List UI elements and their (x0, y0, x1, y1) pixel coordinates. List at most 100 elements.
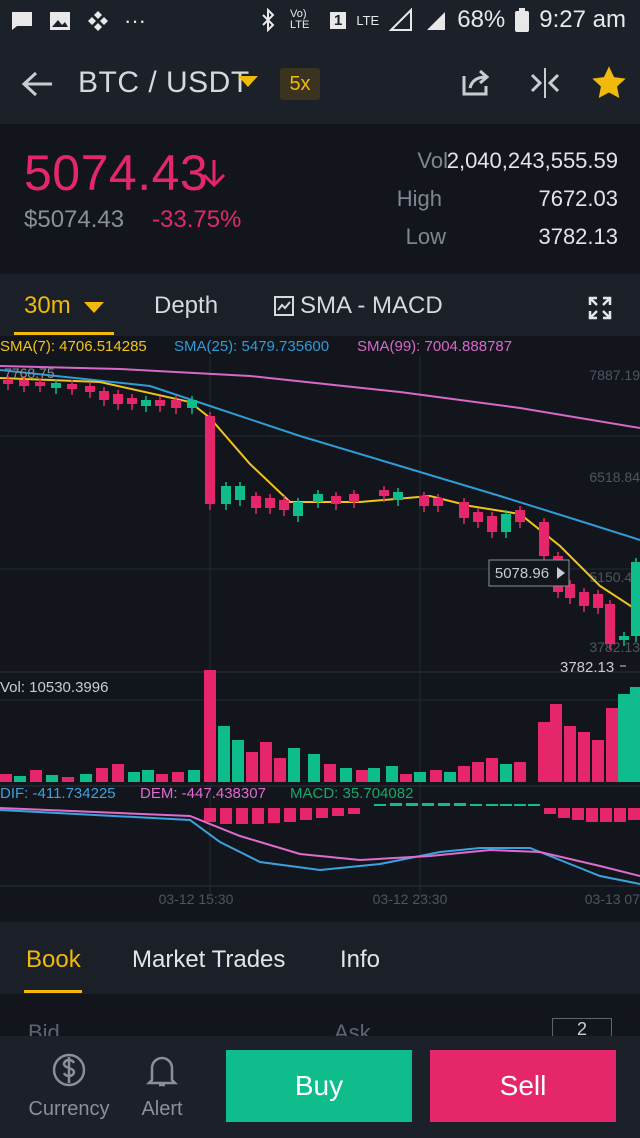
volume-bar (550, 704, 562, 782)
status-bar: ··· Vo) LTE 1 LTE 68% 9:27 am (0, 0, 640, 44)
currency-button[interactable]: Currency (24, 1050, 114, 1121)
tab-depth[interactable]: Depth (154, 292, 219, 319)
share-icon[interactable] (460, 66, 492, 98)
indicator-icon (274, 296, 294, 316)
alert-button[interactable]: Alert (132, 1050, 192, 1121)
dem-line (0, 807, 640, 877)
back-arrow-icon[interactable] (18, 64, 58, 104)
macd-bar (348, 808, 360, 814)
candle-body (265, 498, 275, 508)
compare-icon[interactable] (528, 66, 562, 100)
volume-bar (172, 772, 184, 782)
currency-icon (52, 1053, 86, 1087)
down-arrow-icon (202, 160, 226, 188)
stats-panel: Vol 2,040,243,555.59 High 7672.03 Low 37… (378, 148, 618, 262)
sim-icon: 1 (330, 11, 347, 29)
volume-bar (400, 774, 412, 782)
candle-body (171, 400, 181, 408)
macd-bar (528, 804, 540, 806)
tab-book[interactable]: Book (26, 946, 81, 973)
dem-label: DEM: -447.438307 (140, 785, 266, 802)
candle-body (501, 514, 511, 532)
battery-icon (515, 8, 530, 32)
time-axis-label: 03-12 23:30 (373, 891, 448, 907)
chevron-down-icon[interactable] (238, 76, 258, 87)
stat-value: 2,040,243,555.59 (446, 148, 618, 173)
stat-label: Low (405, 224, 446, 249)
currency-label: Currency (28, 1098, 110, 1120)
current-price-label: 5078.96 (495, 565, 549, 582)
change-percent: -33.75% (152, 206, 242, 233)
volume-bar (564, 726, 576, 782)
candle-body (251, 496, 261, 508)
volume-bar (414, 772, 426, 782)
tab-market-trades[interactable]: Market Trades (132, 946, 286, 973)
candle-body (35, 382, 45, 386)
volume-bar (218, 726, 230, 782)
candle-body (593, 594, 603, 608)
play-icon (557, 567, 565, 579)
sma25-line (0, 369, 640, 541)
stat-high: High 7672.03 (378, 186, 618, 224)
macd-bar (220, 808, 232, 824)
stat-value: 3782.13 (538, 224, 618, 249)
price-tick-label: 5150.48 (589, 569, 640, 585)
volume-bar (356, 770, 368, 782)
fullscreen-icon[interactable] (588, 296, 612, 320)
book-tabs: Book Market Trades Info (0, 922, 640, 994)
candle-body (313, 494, 323, 502)
volume-bar (472, 762, 484, 782)
stat-label: Vol (417, 148, 448, 173)
price-chart[interactable]: SMA(7): 4706.514285 SMA(25): 5479.735600 S… (0, 336, 640, 922)
macd-bar (390, 803, 402, 806)
volume-bar (142, 770, 154, 782)
candle-body (67, 384, 77, 389)
volume-bar (96, 768, 108, 782)
time-axis-label: 03-12 15:30 (159, 891, 234, 907)
candle-body (127, 398, 137, 404)
macd-bar (614, 808, 626, 822)
candle-body (3, 380, 13, 384)
macd-bar (454, 803, 466, 806)
macd-bar (438, 803, 450, 806)
candle-body (605, 604, 615, 644)
time-axis-label: 03-13 07 (585, 891, 640, 907)
macd-bar (252, 808, 264, 824)
order-book-header: Bid Ask 2 (0, 994, 640, 1045)
candle-body (631, 562, 640, 636)
stat-label: High (396, 186, 442, 211)
volume-bar (368, 768, 380, 782)
chevron-down-icon[interactable] (84, 302, 104, 313)
pair-title[interactable]: BTC / USDT (78, 66, 250, 99)
clock: 9:27 am (539, 6, 626, 33)
candle-body (515, 510, 525, 522)
volume-label: Vol: 10530.3996 (0, 679, 108, 696)
buy-button[interactable]: Buy (226, 1050, 412, 1122)
price-tick-label: 6518.84 (589, 469, 640, 485)
star-icon[interactable] (590, 64, 628, 102)
tab-info[interactable]: Info (340, 946, 381, 973)
tab-timeframe[interactable]: 30m (24, 292, 71, 319)
volume-bar (232, 740, 244, 782)
candle-body (619, 636, 629, 640)
tab-indicators[interactable]: SMA - MACD (300, 292, 443, 319)
macd-bar (572, 808, 584, 820)
volume-bar (30, 770, 42, 782)
volume-bar (618, 694, 630, 782)
macd-bar (544, 808, 556, 814)
bell-icon (145, 1056, 179, 1087)
candle-body (293, 502, 303, 516)
chart-canvas[interactable]: SMA(7): 4706.514285 SMA(25): 5479.735600 S… (0, 336, 640, 922)
candle-body (99, 391, 109, 400)
volte-icon: Vo) LTE (290, 8, 310, 31)
macd-bar (268, 808, 280, 823)
message-icon (12, 12, 32, 30)
sma99-label: SMA(99): 7004.888787 (357, 338, 512, 355)
macd-bar (284, 808, 296, 822)
volume-bar (430, 770, 442, 782)
volume-bar (46, 775, 58, 782)
leverage-badge[interactable]: 5x (280, 68, 320, 100)
candle-body (187, 400, 197, 408)
sell-button[interactable]: Sell (430, 1050, 616, 1122)
macd-bar (406, 803, 418, 806)
